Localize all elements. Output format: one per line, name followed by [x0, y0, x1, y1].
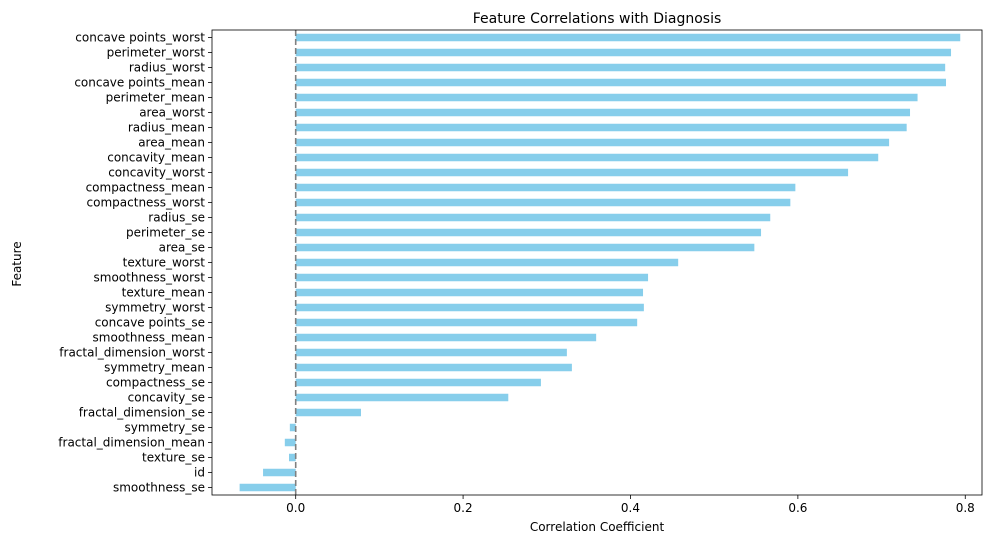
y-tick-label: concave points_mean	[74, 76, 205, 90]
y-tick-label: area_se	[159, 241, 205, 255]
y-tick-label: radius_se	[148, 211, 205, 225]
bar-symmetry-mean	[295, 363, 572, 372]
y-tick-label: texture_se	[142, 451, 205, 465]
bar-concave-points-se	[295, 318, 638, 327]
x-tick-label: 0.8	[956, 501, 975, 515]
bar-concavity-se	[295, 393, 509, 402]
x-axis-title: Correlation Coefficient	[530, 520, 665, 534]
x-tick-label: 0.6	[788, 501, 807, 515]
y-tick-label: texture_mean	[122, 286, 205, 300]
y-tick-label: fractal_dimension_worst	[59, 346, 205, 360]
bar-fractal-dimension-se	[295, 408, 361, 417]
bar-concavity-mean	[295, 153, 879, 162]
bar-radius-mean	[295, 123, 907, 132]
x-tick-label: 0.0	[286, 501, 305, 515]
bar-texture-se	[289, 453, 296, 462]
y-tick-label: symmetry_mean	[104, 361, 205, 375]
bar-symmetry-worst	[295, 303, 644, 312]
y-tick-label: fractal_dimension_mean	[58, 436, 205, 450]
y-tick-label: smoothness_mean	[93, 331, 205, 345]
bar-radius-worst	[295, 63, 946, 72]
bar-perimeter-worst	[295, 48, 952, 57]
bar-smoothness-se	[239, 483, 296, 492]
bar-area-mean	[295, 138, 890, 147]
bar-texture-worst	[295, 258, 679, 267]
bar-concave-points-mean	[295, 78, 947, 87]
y-tick-label: area_worst	[139, 106, 205, 120]
bar-concave-points-worst	[295, 33, 961, 42]
y-tick-label: concavity_mean	[107, 151, 205, 165]
bar-concavity-worst	[295, 168, 849, 177]
y-tick-label: id	[194, 466, 205, 480]
bar-area-worst	[295, 108, 911, 117]
y-axis: concave points_worstperimeter_worstradiu…	[58, 31, 212, 495]
y-tick-label: symmetry_worst	[105, 301, 205, 315]
x-tick-label: 0.4	[621, 501, 640, 515]
bar-compactness-se	[295, 378, 541, 387]
y-axis-title: Feature	[10, 241, 24, 286]
bar-area-se	[295, 243, 755, 252]
bar-symmetry-se	[289, 423, 296, 432]
y-tick-label: compactness_worst	[87, 196, 206, 210]
bars-group	[239, 33, 961, 492]
y-tick-label: compactness_se	[106, 376, 205, 390]
y-tick-label: area_mean	[138, 136, 205, 150]
y-tick-label: concave points_se	[95, 316, 205, 330]
bar-id	[263, 468, 296, 477]
bar-compactness-mean	[295, 183, 796, 192]
x-tick-label: 0.2	[454, 501, 473, 515]
bar-smoothness-mean	[295, 333, 597, 342]
y-tick-label: radius_mean	[128, 121, 205, 135]
bar-perimeter-se	[295, 228, 762, 237]
y-tick-label: compactness_mean	[86, 181, 205, 195]
chart-title: Feature Correlations with Diagnosis	[473, 11, 722, 27]
y-tick-label: texture_worst	[123, 256, 206, 270]
y-tick-label: symmetry_se	[125, 421, 206, 435]
bar-compactness-worst	[295, 198, 791, 207]
y-tick-label: perimeter_se	[126, 226, 205, 240]
bar-texture-mean	[295, 288, 644, 297]
y-tick-label: smoothness_se	[113, 481, 205, 495]
y-tick-label: concavity_worst	[108, 166, 205, 180]
y-tick-label: perimeter_worst	[107, 46, 206, 60]
x-axis: 0.0 0.2 0.4 0.6 0.8	[286, 495, 975, 515]
y-tick-label: perimeter_mean	[106, 91, 205, 105]
y-tick-label: radius_worst	[129, 61, 205, 75]
bar-fractal-dimension-worst	[295, 348, 567, 357]
y-tick-label: concave points_worst	[75, 31, 205, 45]
y-tick-label: fractal_dimension_se	[79, 406, 205, 420]
bar-fractal-dimension-mean	[284, 438, 296, 447]
bar-perimeter-mean	[295, 93, 918, 102]
bar-radius-se	[295, 213, 771, 222]
y-tick-label: concavity_se	[128, 391, 205, 405]
y-tick-label: smoothness_worst	[94, 271, 206, 285]
bar-smoothness-worst	[295, 273, 649, 282]
